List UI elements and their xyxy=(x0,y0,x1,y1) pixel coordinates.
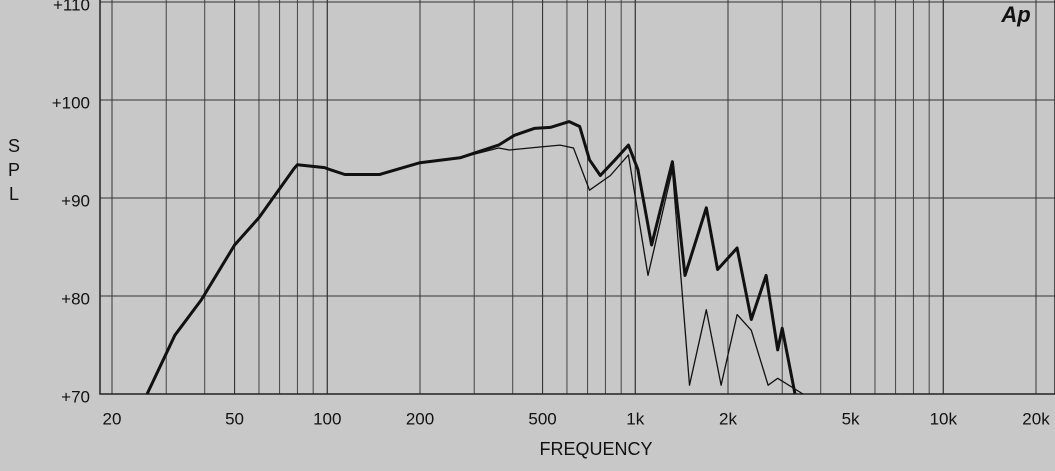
x-tick-label: 5k xyxy=(842,409,860,428)
x-tick-label: 20 xyxy=(103,409,122,428)
y-tick-label: +80 xyxy=(61,289,90,308)
response-curve xyxy=(146,144,804,395)
plot-frame xyxy=(99,0,1055,395)
x-tick-label: 2k xyxy=(719,409,737,428)
x-tick-label: 50 xyxy=(225,409,244,428)
x-tick-label: 10k xyxy=(930,409,958,428)
y-tick-label: +110 xyxy=(53,0,90,14)
x-tick-label: 100 xyxy=(313,409,341,428)
x-axis-label: FREQUENCY xyxy=(539,439,652,459)
y-tick-label: +90 xyxy=(61,191,90,210)
y-axis-label: SPL xyxy=(4,136,24,208)
x-tick-label: 1k xyxy=(626,409,644,428)
x-tick-label: 20k xyxy=(1022,409,1050,428)
x-tick-label: 500 xyxy=(528,409,556,428)
x-tick-label: 200 xyxy=(406,409,434,428)
y-tick-label: +100 xyxy=(52,93,90,112)
logo: Ap xyxy=(1000,2,1030,27)
y-tick-label: +70 xyxy=(61,387,90,406)
